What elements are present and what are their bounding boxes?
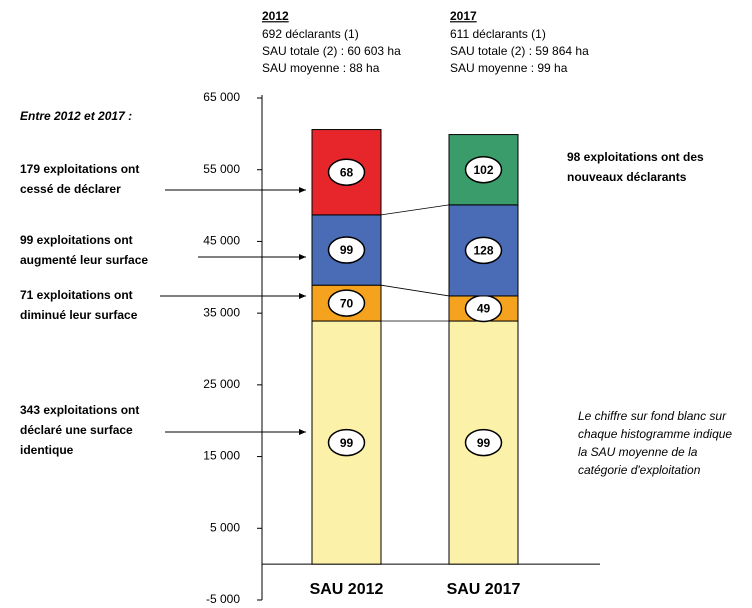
y-tick-label: 55 000 [203,162,240,176]
value-label: 128 [473,244,493,258]
series-annotation: déclaré une surface [20,423,133,437]
y-tick-label: 65 000 [203,90,240,104]
category-note: 692 déclarants (1) [262,27,359,41]
series-annotation: cessé de déclarer [20,182,121,196]
intro: Entre 2012 et 2017 : [20,109,132,123]
series-annotation: 179 exploitations ont [20,162,139,176]
note: Le chiffre sur fond blanc sur [578,409,727,423]
value-bubble [327,289,366,317]
connector [380,204,450,216]
y-tick-label: 35 000 [203,305,240,319]
x-tick-label: SAU 2017 [447,581,521,598]
value-bubble [464,155,503,184]
category-year: 2012 [262,9,289,23]
value-label: 70 [340,296,354,310]
category-note: 611 déclarants (1) [450,27,546,41]
value-label: 99 [340,436,354,450]
y-tick-label: -5 000 [206,592,240,606]
value-label: 68 [340,165,354,179]
series-annotation: 98 exploitations ont des [567,150,704,164]
y-tick-label: 5 000 [210,520,240,534]
y-tick-label: 45 000 [203,234,240,248]
value-bubble [464,428,503,457]
value-bubble [327,158,366,186]
value-label: 99 [340,243,354,257]
series-annotation: 343 exploitations ont [20,403,139,417]
category-note: SAU moyenne : 99 ha [450,61,568,75]
connector [380,284,450,297]
category-year: 2017 [450,9,477,23]
value-bubble [327,428,366,457]
x-tick-label: SAU 2012 [310,581,384,598]
category-note: SAU totale (2) : 59 864 ha [450,44,589,58]
series-annotation: identique [20,443,74,457]
series-annotation: nouveaux déclarants [567,170,687,184]
y-tick-label: 15 000 [203,449,240,463]
value-label: 49 [477,302,491,316]
note: catégorie d'exploitation [578,463,701,477]
series-annotation: 99 exploitations ont [20,233,133,247]
note: chaque histogramme indique [578,427,732,441]
series-annotation: diminué leur surface [20,308,138,322]
value-label: 102 [473,163,493,177]
y-tick-label: 25 000 [203,377,240,391]
category-note: SAU moyenne : 88 ha [262,61,380,75]
category-note: SAU totale (2) : 60 603 ha [262,44,401,58]
value-bubble [327,236,366,264]
value-bubble [464,236,503,265]
note: la SAU moyenne de la [578,445,698,459]
series-annotation: augmenté leur surface [20,253,148,267]
series-annotation: 71 exploitations ont [20,288,133,302]
value-label: 99 [477,436,491,450]
